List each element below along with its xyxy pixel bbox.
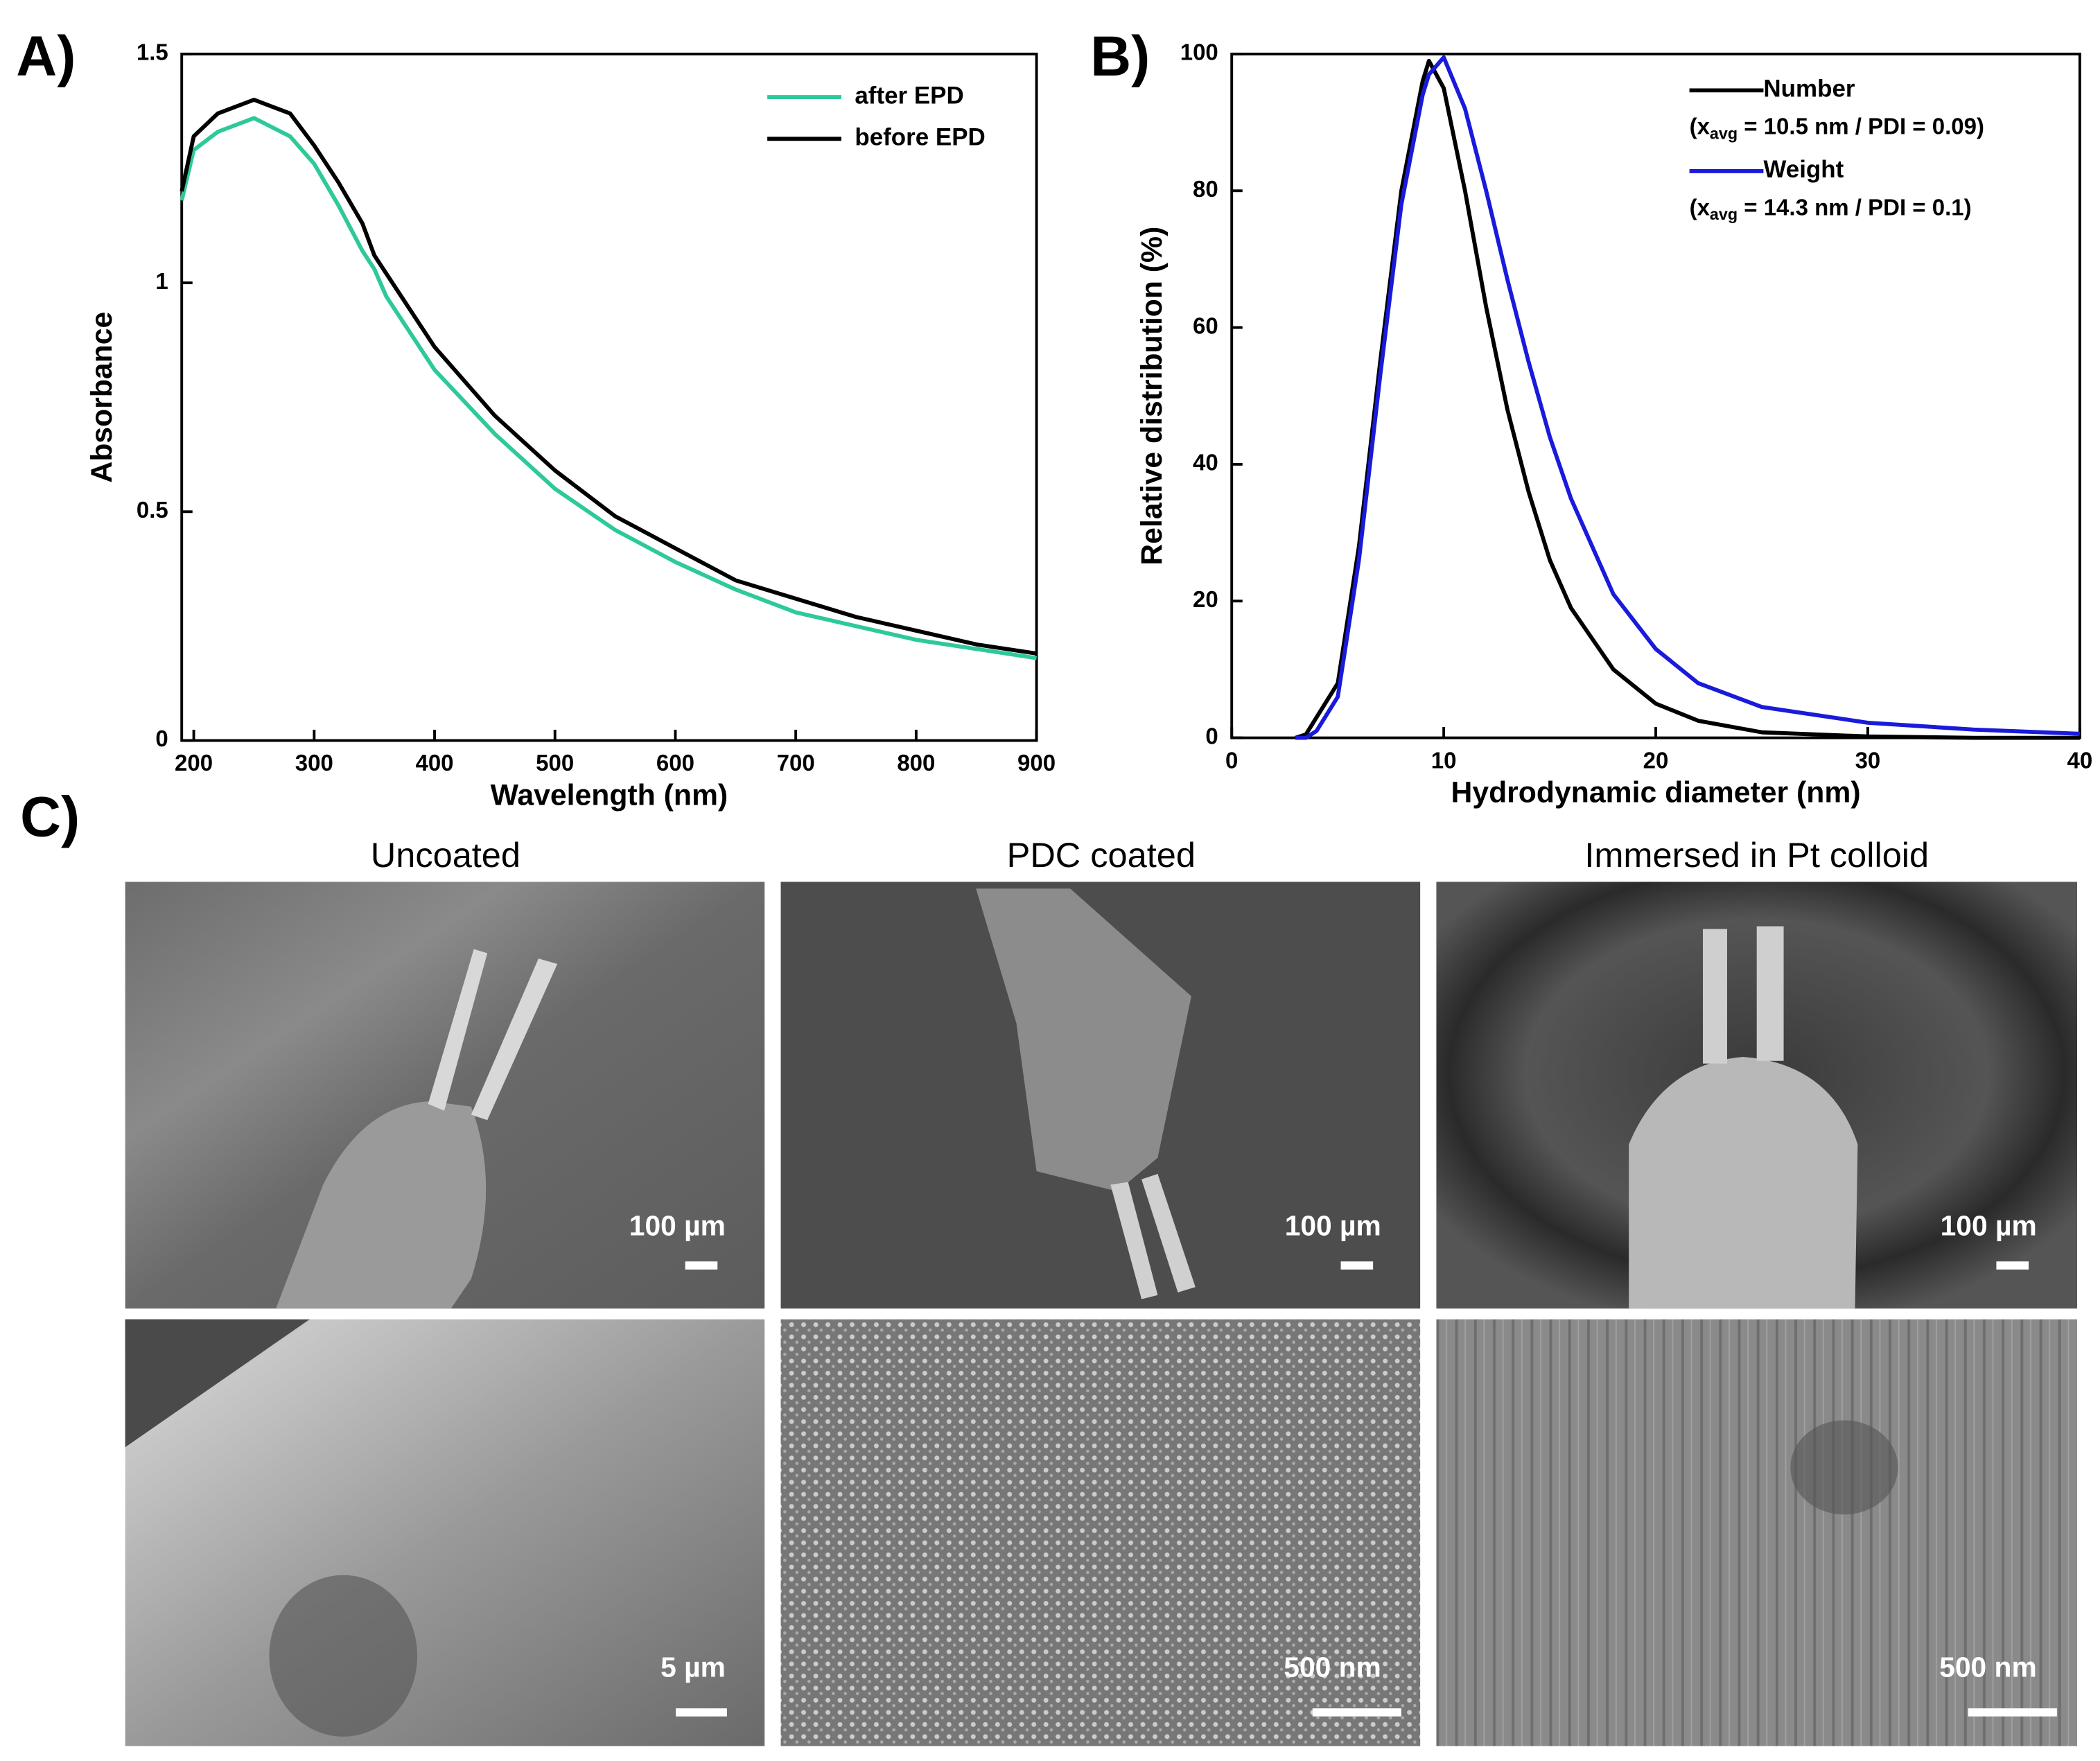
sem-wire: [1629, 1056, 1858, 1309]
x-tick-label: 700: [777, 750, 815, 776]
column-title: Uncoated: [371, 835, 520, 875]
sem-wire: [276, 1101, 487, 1309]
scale-bar-label: 5 µm: [660, 1651, 726, 1683]
y-tick-label: 80: [1193, 176, 1218, 202]
y-tick-label: 0: [1205, 723, 1218, 748]
scale-bar-label: 500 nm: [1939, 1651, 2037, 1683]
x-tick-label: 600: [656, 750, 694, 776]
scale-bar-label: 100 µm: [1941, 1209, 2037, 1241]
note-text: (x: [1690, 194, 1710, 220]
sem-images: [125, 882, 2077, 1746]
panel-label: C): [20, 786, 80, 849]
note-text: = 14.3 nm / PDI = 0.1): [1738, 194, 1972, 220]
x-tick-label: 900: [1017, 750, 1056, 776]
legend-label: Weight: [1763, 156, 1844, 183]
panel-label: A): [16, 25, 76, 88]
note-subscript: avg: [1710, 125, 1738, 143]
y-tick-label: 20: [1193, 586, 1218, 612]
y-tick-label: 0: [155, 726, 168, 751]
legend-label: after EPD: [855, 82, 963, 109]
y-tick-label: 1: [155, 268, 168, 294]
x-tick-label: 20: [1643, 747, 1669, 773]
scale-bar: [685, 1261, 718, 1270]
sem-image: [1436, 1319, 2077, 1746]
note-text: = 10.5 nm / PDI = 0.09): [1738, 113, 1984, 139]
scale-bar-label: 100 µm: [629, 1209, 726, 1241]
x-tick-label: 10: [1431, 747, 1457, 773]
scale-bar-label: 100 µm: [1285, 1209, 1381, 1241]
y-axis-title: Relative distribution (%): [1135, 227, 1169, 566]
sem-wire: [976, 888, 1191, 1192]
x-tick-label: 30: [1855, 747, 1881, 773]
x-tick-label: 400: [415, 750, 453, 776]
scale-bar-label: 500 nm: [1284, 1651, 1381, 1683]
x-tick-label: 500: [536, 750, 574, 776]
x-tick-label: 800: [897, 750, 935, 776]
legend-note: (xavg = 10.5 nm / PDI = 0.09): [1690, 113, 1984, 142]
x-tick-label: 0: [1225, 747, 1238, 773]
y-tick-label: 1.5: [137, 40, 168, 65]
x-axis-title: Wavelength (nm): [491, 778, 728, 812]
x-tick-label: 300: [295, 750, 333, 776]
scale-bar: [1340, 1261, 1374, 1270]
scale-bar: [1312, 1708, 1401, 1717]
y-axis-title: Absorbance: [85, 312, 119, 483]
sem-wire: [1756, 926, 1784, 1061]
plot-frame: [1230, 52, 2081, 739]
note-text: (x: [1690, 113, 1710, 139]
scale-bar: [676, 1708, 727, 1717]
x-axis-title: Hydrodynamic diameter (nm): [1451, 776, 1860, 809]
sem-image: [125, 1319, 765, 1746]
x-tick-label: 40: [2067, 747, 2093, 773]
sem-wire: [1703, 929, 1727, 1064]
legend-note: (xavg = 14.3 nm / PDI = 0.1): [1690, 194, 1972, 223]
legend-label: before EPD: [855, 124, 985, 151]
note-subscript: avg: [1710, 205, 1738, 223]
data-line: [180, 98, 1038, 656]
legend-label: Number: [1763, 76, 1855, 103]
sem-defect: [1790, 1420, 1898, 1515]
x-tick-label: 200: [175, 750, 213, 776]
plot-frame: [180, 52, 1038, 742]
y-tick-label: 100: [1180, 40, 1218, 65]
sem-wire: [428, 949, 558, 1121]
column-title: PDC coated: [1007, 835, 1196, 875]
data-line: [180, 116, 1038, 660]
scale-bar: [1996, 1261, 2029, 1270]
panel-label: B): [1090, 25, 1150, 88]
data-line: [1295, 55, 2080, 740]
sem-image: [780, 1319, 1421, 1746]
sem-defect: [269, 1575, 418, 1737]
sem-wire: [1110, 1173, 1196, 1299]
sem-shadow: [125, 1319, 310, 1448]
y-tick-label: 40: [1193, 450, 1218, 475]
scale-bar: [1968, 1708, 2057, 1717]
column-title: Immersed in Pt colloid: [1584, 835, 1929, 875]
y-tick-label: 0.5: [137, 497, 168, 523]
y-tick-label: 60: [1193, 313, 1218, 338]
data-line: [1295, 58, 2080, 740]
